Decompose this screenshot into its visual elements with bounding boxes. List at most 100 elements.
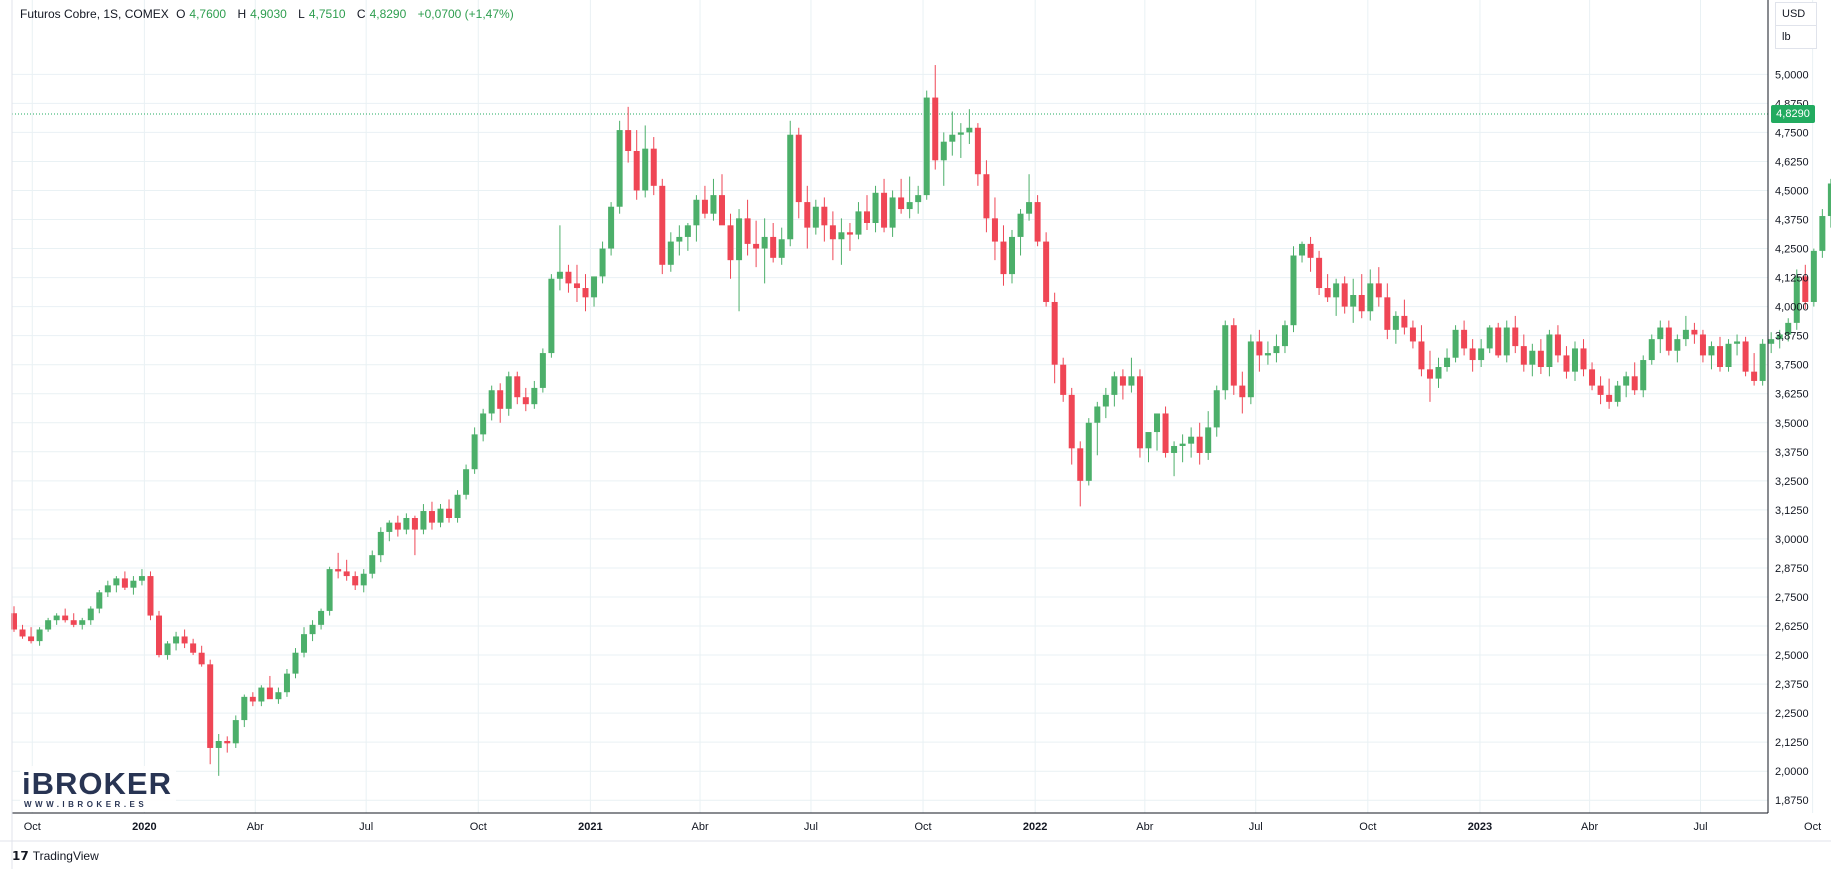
candle bbox=[1734, 334, 1741, 356]
candle bbox=[1691, 322, 1698, 344]
candle bbox=[70, 613, 77, 628]
candle-body bbox=[1094, 406, 1101, 423]
legend-close-label: C bbox=[356, 7, 366, 21]
candle-body bbox=[659, 185, 666, 265]
candle-body bbox=[1793, 276, 1800, 323]
candle-body bbox=[1111, 376, 1118, 395]
candle bbox=[1810, 248, 1817, 307]
x-tick-label: Oct bbox=[1359, 821, 1376, 833]
candle-body bbox=[642, 148, 649, 191]
candle bbox=[1426, 350, 1433, 402]
candle bbox=[79, 617, 86, 630]
candle bbox=[744, 199, 751, 256]
candle-body bbox=[684, 225, 691, 237]
x-tick-label: Jul bbox=[1249, 821, 1263, 833]
candle bbox=[1657, 320, 1664, 354]
candle bbox=[241, 694, 248, 728]
candle-body bbox=[181, 636, 188, 644]
legend-low-label: L bbox=[298, 7, 305, 21]
currency-unit-selector[interactable]: USD lb bbox=[1775, 2, 1817, 49]
candle-body bbox=[1341, 283, 1348, 307]
candle-body bbox=[1299, 243, 1306, 256]
candle-body bbox=[1068, 394, 1075, 449]
candle-body bbox=[326, 569, 333, 611]
candle-body bbox=[1520, 346, 1527, 365]
candle bbox=[173, 631, 180, 651]
candle bbox=[1699, 329, 1706, 363]
candle-body bbox=[190, 643, 197, 653]
candle-body bbox=[1708, 346, 1715, 356]
candle bbox=[446, 499, 453, 523]
legend-low: 4,7510 bbox=[308, 7, 346, 21]
candle-body bbox=[915, 195, 922, 203]
x-tick-label: 2021 bbox=[578, 821, 602, 833]
candle-body bbox=[522, 397, 529, 405]
x-tick-label: Abr bbox=[1136, 821, 1153, 833]
candle-body bbox=[394, 522, 401, 530]
candle bbox=[1725, 339, 1732, 372]
candle-body bbox=[556, 271, 563, 279]
candle bbox=[676, 225, 683, 256]
y-tick-label: 3,1250 bbox=[1775, 505, 1809, 517]
candle-body bbox=[1119, 376, 1126, 386]
candle bbox=[1563, 346, 1570, 379]
candle bbox=[1316, 250, 1323, 296]
candle bbox=[1537, 339, 1544, 374]
candle bbox=[1512, 315, 1519, 354]
candle bbox=[1154, 413, 1161, 451]
candle-body bbox=[1077, 448, 1084, 481]
candle-body bbox=[1290, 255, 1297, 326]
candle-body bbox=[275, 692, 282, 700]
y-tick-label: 4,7500 bbox=[1775, 127, 1809, 139]
candle-body bbox=[889, 197, 896, 228]
candle-body bbox=[804, 202, 811, 228]
candle bbox=[625, 106, 632, 163]
candle-body bbox=[812, 206, 819, 228]
candle bbox=[1000, 225, 1007, 286]
candle-body bbox=[104, 585, 111, 593]
candle bbox=[156, 610, 163, 658]
candle bbox=[1589, 362, 1596, 391]
candle-body bbox=[53, 615, 60, 621]
candle bbox=[1640, 355, 1647, 398]
logo-text: iBROKER bbox=[22, 766, 172, 801]
candle bbox=[770, 222, 777, 263]
candle-body bbox=[164, 643, 171, 656]
candle bbox=[821, 197, 828, 242]
unit-label[interactable]: lb bbox=[1782, 31, 1791, 43]
candle-body bbox=[1827, 183, 1831, 217]
candle bbox=[514, 371, 521, 405]
candle-body bbox=[283, 673, 290, 693]
candle-body bbox=[966, 127, 973, 133]
candle bbox=[292, 648, 299, 679]
candle bbox=[411, 515, 418, 556]
candle bbox=[1435, 357, 1442, 388]
legend-high: 4,9030 bbox=[250, 7, 287, 21]
y-tick-label: 3,5000 bbox=[1775, 418, 1809, 430]
candle-body bbox=[1657, 327, 1664, 340]
candle bbox=[650, 137, 657, 196]
candle-body bbox=[215, 740, 222, 748]
candle-body bbox=[403, 517, 410, 530]
candle-body bbox=[1537, 350, 1544, 368]
candle-body bbox=[343, 571, 350, 577]
candle-body bbox=[1017, 213, 1024, 237]
candle-body bbox=[1461, 329, 1468, 349]
currency-label[interactable]: USD bbox=[1776, 3, 1816, 26]
candle bbox=[846, 222, 853, 251]
candle bbox=[505, 371, 512, 416]
candle bbox=[343, 559, 350, 581]
y-tick-label: 4,1250 bbox=[1775, 273, 1809, 285]
candle bbox=[1478, 339, 1485, 368]
candle-body bbox=[173, 636, 180, 644]
candle bbox=[556, 225, 563, 291]
candle-body bbox=[1426, 369, 1433, 379]
candle-body bbox=[428, 511, 435, 523]
x-tick-label: Jul bbox=[359, 821, 373, 833]
tradingview-attribution[interactable]: 𝟭𝟳 TradingView bbox=[12, 849, 99, 863]
candle-body bbox=[96, 592, 103, 609]
candle bbox=[454, 490, 461, 523]
candle-body bbox=[1452, 329, 1459, 358]
candle-body bbox=[1785, 322, 1792, 335]
